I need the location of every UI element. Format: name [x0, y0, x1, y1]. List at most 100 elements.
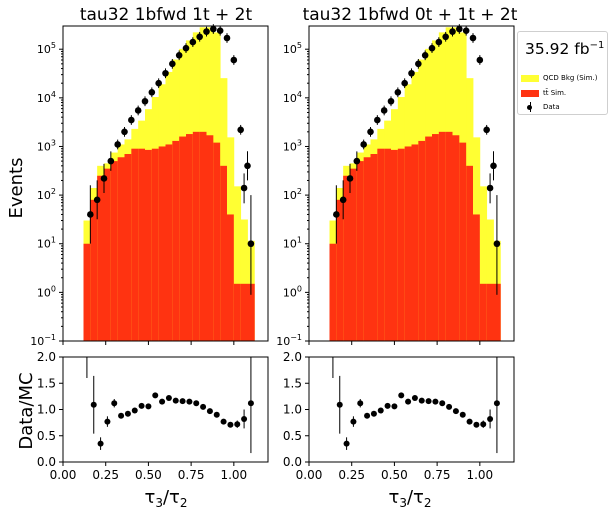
ttbar-bar [343, 175, 351, 341]
y-tick-label: 10−1 [30, 333, 56, 348]
ttbar-bar [151, 148, 160, 341]
legend-label-data: Data [543, 103, 560, 111]
data-point [100, 175, 108, 182]
y-tick-label: 101 [283, 236, 302, 251]
legend: 35.92 fb−1 QCD Bkg (Sim.) tt̄ Sim. Data [517, 31, 608, 115]
ttbar-bar [131, 148, 139, 341]
x-tick-label: 1.00 [220, 468, 247, 482]
ratio-y-tick-label: 2.0 [283, 350, 302, 364]
ratio-y-tick-label: 1.0 [283, 403, 302, 417]
ttbar-bar [336, 199, 344, 341]
ttbar-bar [117, 157, 125, 341]
ratio-point [384, 402, 391, 409]
data-point [367, 128, 374, 136]
ratio-point [480, 421, 487, 428]
ratio-y-tick-label: 0.0 [37, 455, 56, 469]
data-point [493, 240, 501, 248]
data-point [435, 38, 443, 46]
y-tick-label: 103 [37, 138, 56, 153]
ratio-point [234, 421, 241, 428]
data-point [408, 69, 415, 77]
y-tick-label: 104 [37, 90, 56, 105]
data-point [353, 157, 361, 165]
ttbar-bar [206, 135, 214, 341]
data-point [169, 60, 176, 68]
data-marker-icon [521, 102, 539, 112]
left-panel-title: tau32 1bfwd 1t + 2t [80, 5, 253, 25]
ratio-point [186, 398, 193, 405]
main-plot-frame [62, 25, 269, 342]
data-point [374, 116, 381, 124]
ttbar-bar [356, 161, 365, 341]
legend-item-qcd: QCD Bkg (Sim.) [521, 73, 597, 83]
luminosity-label: 35.92 fb−1 [525, 40, 604, 58]
ttbar-bar [486, 283, 494, 341]
y-tick-label: 105 [37, 41, 56, 56]
ratio-point [227, 421, 234, 428]
ratio-point [459, 411, 466, 418]
data-point [486, 184, 494, 192]
ratio-point [159, 398, 166, 405]
data-point [449, 28, 456, 35]
x-tick-label: 0.25 [92, 468, 119, 482]
data-point [421, 51, 429, 59]
ratio-point [370, 410, 377, 417]
ratio-point [439, 400, 446, 407]
ratio-point [206, 408, 213, 415]
luminosity-value: 35.92 fb [525, 40, 590, 59]
ratio-y-tick-label: 1.5 [283, 376, 302, 390]
ratio-point [425, 398, 432, 405]
ratio-point [336, 401, 343, 408]
qcd-bar [486, 219, 494, 341]
right-panel: 10−1 100 101 102 103 104 105 0.0 0.5 1.0 1.5 2.0 0.0… [276, 24, 515, 482]
data-point [230, 56, 238, 64]
ttbar-bar [418, 140, 426, 341]
data-point [189, 38, 197, 46]
data-point [87, 211, 94, 218]
data-point [216, 27, 224, 35]
ratio-y-tick-label: 0.5 [283, 429, 302, 443]
ratio-point [398, 392, 405, 399]
ratio-point [493, 400, 500, 407]
data-point [415, 60, 422, 68]
legend-item-ttbar: tt̄ Sim. [521, 88, 566, 98]
ratio-point [357, 400, 364, 407]
data-point [346, 175, 354, 182]
x-tick-label: 1.00 [466, 468, 493, 482]
qcd-bar [233, 186, 242, 341]
ratio-point [391, 403, 398, 410]
data-point [380, 107, 388, 114]
x-tick-label: 0.00 [50, 468, 77, 482]
ratio-y-tick-label: 0.0 [283, 455, 302, 469]
ttbar-bar [97, 175, 105, 341]
ratio-point [165, 394, 172, 401]
y-tick-label: 100 [37, 284, 56, 299]
legend-label-qcd: QCD Bkg (Sim.) [543, 74, 598, 82]
ratio-point [487, 415, 494, 422]
x-tick-label: 0.00 [296, 468, 323, 482]
y-tick-label: 10−1 [276, 333, 302, 348]
ttbar-bar [370, 154, 378, 341]
ttbar-bar [158, 146, 166, 341]
data-point [107, 157, 115, 165]
x-tick-label: 0.50 [135, 468, 162, 482]
ttbar-bar [411, 144, 419, 341]
ttbar-bar [213, 142, 221, 341]
data-point [333, 211, 340, 218]
ratio-point [124, 410, 131, 417]
ttbar-bar [425, 136, 433, 341]
data-point [175, 51, 183, 59]
ratio-point [118, 412, 125, 419]
ratio-point [172, 397, 179, 404]
legend-label-ttbar: tt̄ Sim. [543, 89, 567, 97]
ttbar-bar [145, 149, 153, 341]
data-point [469, 34, 477, 42]
x-axis-label-left: τ3/τ2 [144, 487, 187, 510]
ratio-point [343, 440, 350, 447]
ratio-point [247, 400, 254, 407]
data-point [182, 44, 190, 52]
data-point [394, 88, 402, 96]
x-tick-label: 0.75 [424, 468, 451, 482]
data-point [244, 162, 251, 170]
data-point [210, 25, 217, 33]
